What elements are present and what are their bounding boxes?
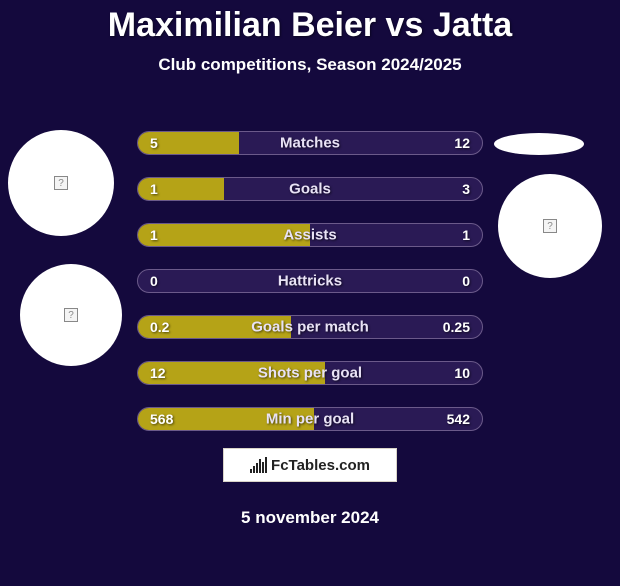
stat-label: Goals	[289, 181, 331, 198]
stat-right-value: 1	[462, 227, 470, 243]
stat-left-value: 0.2	[150, 319, 169, 335]
stat-row: 1 3 Goals	[137, 177, 483, 201]
stat-label: Shots per goal	[258, 365, 362, 382]
stat-row: 12 10 Shots per goal	[137, 361, 483, 385]
stat-left-value: 568	[150, 411, 173, 427]
stat-right-value: 10	[454, 365, 470, 381]
placeholder-icon: ?	[54, 176, 68, 190]
stat-row: 0 0 Hattricks	[137, 269, 483, 293]
date-text: 5 november 2024	[241, 508, 379, 528]
placeholder-icon: ?	[543, 219, 557, 233]
stat-right-value: 0	[462, 273, 470, 289]
avatar-circle: ?	[498, 174, 602, 278]
stat-left-value: 1	[150, 181, 158, 197]
ellipse-shape	[494, 133, 584, 155]
avatar-circle: ?	[20, 264, 122, 366]
placeholder-icon: ?	[64, 308, 78, 322]
stat-row: 568 542 Min per goal	[137, 407, 483, 431]
logo-text: FcTables.com	[271, 457, 370, 474]
chart-icon	[250, 457, 267, 473]
subtitle: Club competitions, Season 2024/2025	[0, 55, 620, 75]
stat-label: Matches	[280, 135, 340, 152]
fctables-logo: FcTables.com	[223, 448, 397, 482]
avatar-circle: ?	[8, 130, 114, 236]
stat-row: 0.2 0.25 Goals per match	[137, 315, 483, 339]
stat-left-value: 0	[150, 273, 158, 289]
stat-right-value: 542	[447, 411, 470, 427]
stat-right-value: 0.25	[443, 319, 470, 335]
stat-label: Assists	[283, 227, 336, 244]
comparison-chart: 5 12 Matches 1 3 Goals 1 1 Assists 0 0 Hattricks 0.2…	[137, 131, 483, 453]
stat-label: Hattricks	[278, 273, 342, 290]
stat-left-value: 1	[150, 227, 158, 243]
stat-right-value: 3	[462, 181, 470, 197]
stat-row: 1 1 Assists	[137, 223, 483, 247]
stat-label: Goals per match	[251, 319, 369, 336]
page-title: Maximilian Beier vs Jatta	[0, 6, 620, 45]
stat-left-value: 5	[150, 135, 158, 151]
stat-left-value: 12	[150, 365, 166, 381]
stat-label: Min per goal	[266, 411, 354, 428]
stat-row: 5 12 Matches	[137, 131, 483, 155]
stat-right-value: 12	[454, 135, 470, 151]
